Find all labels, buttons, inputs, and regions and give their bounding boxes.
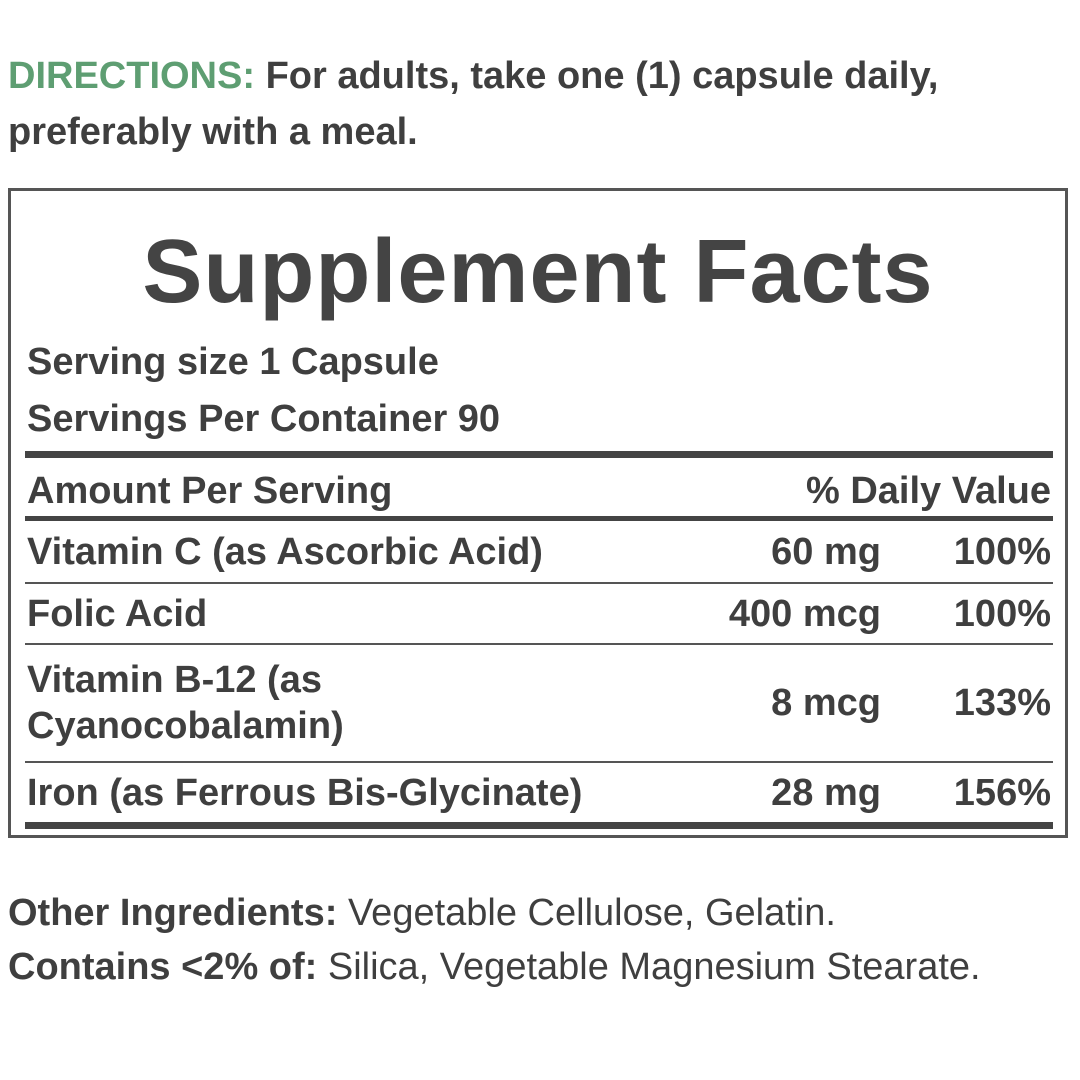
serving-size: Serving size 1 Capsule [27,341,439,383]
nutrient-name: Iron (as Ferrous Bis-Glycinate) [27,772,583,814]
directions: DIRECTIONS: For adults, take one (1) cap… [8,48,1058,160]
other-text: Vegetable Cellulose, Gelatin. [347,892,836,934]
rule [25,451,1053,458]
directions-label: DIRECTIONS: [8,55,255,97]
nutrient-amount: 28 mg [771,771,881,814]
nutrient-row: Vitamin B-12 (as Cyanocobalamin) 8 mcg 1… [27,646,1051,760]
directions-text: For adults, take one (1) capsule daily, … [8,55,939,153]
other-ingredients: Other Ingredients: Vegetable Cellulose, … [8,886,1058,994]
rule [25,643,1053,645]
header-row: Amount Per Serving % Daily Value [27,463,1051,519]
nutrient-dv: 156% [953,771,1051,814]
nutrient-dv: 100% [953,592,1051,635]
nutrient-name: Vitamin C (as Ascorbic Acid) [27,531,543,573]
nutrient-dv: 133% [953,681,1051,724]
nutrient-dv: 100% [953,530,1051,573]
nutrient-amount: 8 mcg [771,681,881,724]
daily-value-header: % Daily Value [805,469,1051,512]
rule [25,582,1053,584]
nutrient-row: Iron (as Ferrous Bis-Glycinate) 28 mg 15… [27,764,1051,822]
rule [25,761,1053,763]
facts-title: Supplement Facts [142,222,934,322]
rule [25,516,1053,521]
servings-per-container: Servings Per Container 90 [27,398,501,440]
nutrient-name: Vitamin B-12 (as Cyanocobalamin) [27,659,344,747]
supplement-facts: Supplement Facts Serving size 1 Capsule … [8,188,1068,838]
nutrient-row: Folic Acid 400 mcg 100% [27,585,1051,643]
contains-label: Contains <2% of: [8,946,318,988]
rule [25,822,1053,829]
nutrient-row: Vitamin C (as Ascorbic Acid) 60 mg 100% [27,523,1051,581]
contains-text: Silica, Vegetable Magnesium Stearate. [327,946,981,988]
amount-header: Amount Per Serving [27,470,393,512]
nutrient-amount: 60 mg [771,530,881,573]
nutrient-amount: 400 mcg [728,592,881,635]
other-label: Other Ingredients: [8,892,338,934]
nutrient-name: Folic Acid [27,593,208,635]
